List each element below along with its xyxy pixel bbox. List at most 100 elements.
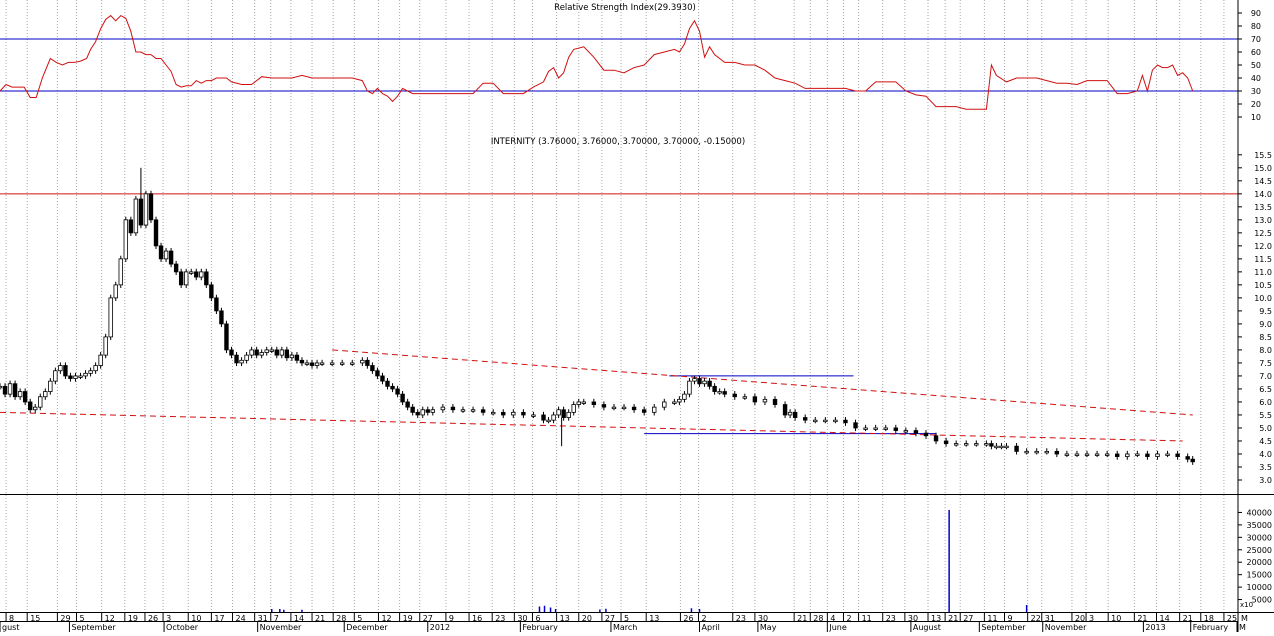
day-label: 2 [702,614,707,623]
day-label: 20 [1075,614,1085,623]
candle-body [68,375,73,379]
month-label: November [1045,623,1087,632]
rsi-tick-label: 40 [1251,74,1261,83]
price-tick-label: 10.5 [1254,281,1272,290]
candle-body [304,362,310,365]
candle-body [601,404,607,408]
candle-body [365,359,370,366]
candle-body [480,409,486,413]
candle-body [1024,450,1029,454]
candle-body [48,380,53,392]
day-label: 24 [236,614,246,623]
candle-body [953,443,959,446]
candle-body [133,198,139,234]
candle-body [923,432,929,437]
candle-body [742,396,748,399]
day-label: 21 [315,614,325,623]
candle-body [12,383,18,398]
candle-body [566,411,571,418]
month-label: December [346,623,388,632]
day-label: 19 [128,614,138,623]
month-label: September [981,623,1026,632]
candle-body [329,362,335,365]
volume-tick-label: 5000 [1252,596,1272,605]
day-label: 21 [797,614,807,623]
candle-body [229,349,234,356]
candle-body [264,349,269,353]
candle-body [189,271,194,274]
month-label: March [613,623,637,632]
candle-body [621,406,627,410]
price-tick-label: 13.0 [1254,216,1272,225]
candle-body [113,284,118,299]
month-label: June [828,623,847,632]
candle-body [239,359,244,364]
price-tick-label: 5.5 [1259,411,1272,420]
candle-body [108,297,113,338]
candle-body [717,391,722,394]
candle-body [234,354,239,364]
candle-body [687,380,692,395]
candle-body [994,445,999,449]
day-label: 30 [908,614,918,623]
candle-body [405,401,410,408]
price-tick-label: 15.0 [1254,164,1272,173]
candle-body [853,422,858,429]
day-label: 13 [649,614,659,623]
volume-tick-label: 10000 [1247,583,1272,592]
day-label: 10 [1111,614,1121,623]
candle-body [702,380,707,385]
day-label: 15 [30,614,40,623]
price-tick-label: 11.0 [1254,268,1272,277]
candle-body [294,354,300,361]
candle-body [1155,453,1160,457]
candle-body [561,409,566,418]
candle-body [375,370,380,377]
candle-body [1004,445,1009,449]
candle-body [450,406,456,411]
candle-body [1014,445,1019,452]
month-label: gust [2,623,19,632]
candle-body [1185,456,1190,460]
volume-tick-label: 30000 [1247,533,1272,542]
day-label: 12 [381,614,391,623]
day-label: 27 [605,614,615,623]
month-label: February [1193,623,1229,632]
month-label: November [260,623,302,632]
candle-body [209,284,214,299]
candle-body [631,406,637,411]
day-label: 25 [1227,614,1237,623]
candle-body [1074,453,1080,456]
candle-body [974,443,979,446]
candle-body [214,297,219,312]
candle-body [274,349,279,356]
candle-body [1115,453,1120,457]
candle-body [792,411,798,418]
candle-body [143,193,149,226]
vertical-gridlines [5,0,1225,612]
candle-body [153,219,159,247]
candle-body [682,393,687,400]
candle-body [833,419,838,423]
candle-body [168,250,174,265]
candle-body [1044,450,1049,454]
candle-body [319,362,325,365]
day-label: 9 [449,614,454,623]
candle-body [78,375,83,378]
candle-body [591,401,597,405]
day-label: 9 [1008,614,1013,623]
price-tick-label: 3.0 [1259,476,1272,485]
month-label: February [522,623,558,632]
candle-body [863,427,868,430]
day-label: 11 [862,614,872,623]
candle-body [672,401,677,404]
candle-body [803,417,808,421]
day-label: 5 [357,614,362,623]
price-tick-label: 3.5 [1259,463,1272,472]
day-label: 30 [517,614,527,623]
candle-body [83,372,88,377]
day-label: 2 [846,614,851,623]
day-label: 23 [495,614,505,623]
